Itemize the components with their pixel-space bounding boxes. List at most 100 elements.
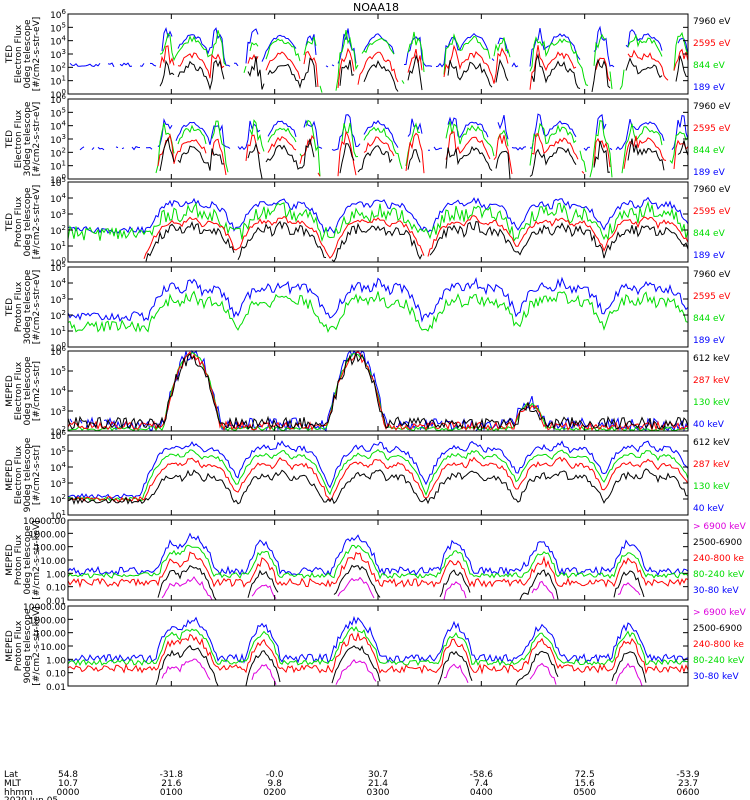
x-row-label: Lat [4, 770, 19, 780]
x-tick-label: 0300 [367, 788, 390, 798]
panel-2-legend-item: 844 eV [693, 146, 726, 156]
y-tick-label: 10.00 [40, 643, 66, 653]
panel-8-legend-item: 240-800 ke [693, 640, 744, 650]
panel-4-series-1 [67, 276, 689, 323]
y-tick-label: 104 [50, 277, 66, 290]
panel-3-ylabel-line: 0deg telescope [23, 187, 33, 257]
y-tick-label: 105 [50, 445, 66, 458]
panel-8-ylabel-line: 90deg telescope [23, 608, 33, 683]
panel-4-ylabel-line: 30deg telescope [23, 269, 33, 344]
panel-7-ylabel-line: Proton Flux [14, 534, 24, 585]
panel-1-legend-item: 844 eV [693, 61, 726, 71]
y-tick-label: 101 [50, 160, 66, 173]
panel-8: 0.01 0.10 1.00 10.00 100.00 1000.00 10000.00 ME… [5, 603, 747, 693]
y-tick-label: 105 [50, 106, 66, 119]
panel-8-legend-item: > 6900 keV [693, 608, 747, 618]
y-tick-label: 105 [50, 261, 66, 274]
y-tick-label: 101 [50, 325, 66, 338]
panel-7-series-2 [67, 544, 689, 580]
panel-1-ylabel-line: [#/cm2-s-str-eV] [32, 17, 42, 92]
x-tick-label: 10.7 [58, 779, 78, 789]
panel-2-series-1 [79, 113, 689, 152]
y-tick-label: 102 [50, 224, 66, 237]
panel-6-series-3 [67, 456, 689, 503]
panel-4-legend-item: 2595 eV [693, 292, 731, 302]
y-tick-label: 102 [50, 146, 66, 159]
panel-4-legend-item: 844 eV [693, 314, 726, 324]
panel-2-ylabel-line: TED [5, 130, 15, 149]
y-tick-label: 1000.00 [29, 616, 66, 626]
y-tick-label: 0.10 [46, 670, 66, 680]
panel-1-series-4 [159, 53, 689, 92]
panel-4-ylabel-line: [#/cm2-s-str-eV] [32, 270, 42, 345]
panel-2-legend-item: 7960 eV [693, 102, 731, 112]
y-tick-label: 100.00 [35, 630, 67, 640]
panel-7-legend-item: 80-240 keV [693, 570, 745, 580]
panel-5-legend-item: 612 keV [693, 354, 730, 364]
x-tick-label: -58.6 [470, 770, 494, 780]
panel-6: 101 102 103 104 105 106 MEPED Electron Flux 90de… [5, 429, 730, 522]
y-tick-label: 103 [50, 48, 66, 61]
panel-7-ylabel-line: MEPED [5, 544, 15, 576]
y-tick-label: 10000.00 [23, 603, 66, 613]
panel-1-series-2 [159, 30, 689, 93]
panel-1-ylabel-line: Electron Flux [14, 24, 24, 83]
panel-1-series-3 [159, 44, 689, 90]
panel-4: 100 101 102 103 104 105 TED Proton Flux 30deg te… [5, 261, 731, 354]
x-tick-label: 0100 [160, 788, 183, 798]
panel-4-series-2 [67, 290, 689, 334]
y-tick-label: 10000.00 [23, 517, 66, 527]
y-tick-label: 101 [50, 240, 66, 253]
y-tick-label: 103 [50, 477, 66, 490]
panel-8-ylabel-line: Proton Flux [14, 620, 24, 671]
panel-4-legend-item: 7960 eV [693, 270, 731, 280]
x-tick-label: 72.5 [575, 770, 595, 780]
panel-3-legend-item: 2595 eV [693, 207, 731, 217]
y-tick-label: 100 [50, 173, 66, 186]
panel-7-series-4 [157, 564, 645, 600]
y-tick-label: 105 [50, 176, 66, 189]
y-tick-label: 102 [50, 425, 66, 438]
panel-7-series-5 [161, 576, 641, 601]
x-tick-label: 7.4 [474, 779, 489, 789]
date-label: 2020 Jun 05 [4, 796, 58, 800]
panel-3-ylabel-line: TED [5, 213, 15, 232]
y-tick-label: 104 [50, 461, 66, 474]
panel-6-ylabel-line: MEPED [5, 459, 15, 491]
y-tick-label: 106 [50, 429, 66, 442]
panel-5: 102 103 104 105 106 MEPED Electron Flux 0deg te… [5, 345, 730, 438]
x-tick-label: -31.8 [160, 770, 184, 780]
panel-1-legend-item: 7960 eV [693, 17, 731, 27]
panel-2-legend-item: 2595 eV [693, 124, 731, 134]
y-tick-label: 106 [50, 93, 66, 106]
panel-8-legend-item: 30-80 keV [693, 672, 739, 682]
panel-7-legend-item: > 6900 keV [693, 522, 747, 532]
panel-5-legend-item: 287 keV [693, 376, 730, 386]
panel-4-ylabel-line: Proton Flux [14, 281, 24, 332]
y-tick-label: 1.00 [46, 570, 66, 580]
panel-7: 0.01 0.10 1.00 10.00 100.00 1000.00 10000.00 ME… [5, 517, 747, 607]
y-tick-label: 102 [50, 309, 66, 322]
x-tick-label: 0000 [57, 788, 80, 798]
x-tick-label: -53.9 [676, 770, 700, 780]
panel-6-ylabel-line: 90deg telescope [23, 437, 33, 512]
panel-2-legend-item: 189 eV [693, 168, 726, 178]
panel-8-series-3 [67, 631, 689, 675]
x-tick-label: 9.8 [268, 779, 283, 789]
x-tick-label: 0200 [263, 788, 286, 798]
panel-8-series-5 [161, 658, 643, 686]
y-tick-label: 105 [50, 365, 66, 378]
panel-1-ylabel-line: 0deg telescope [23, 19, 33, 89]
panel-6-ylabel-line: [#/cm2-s-str] [32, 445, 42, 505]
x-tick-label: 0600 [677, 788, 700, 798]
panel-2-series-2 [155, 119, 689, 178]
y-tick-label: 106 [50, 8, 66, 21]
y-tick-label: 1.00 [46, 656, 66, 666]
panel-7-ylabel-line: 0deg telescope [23, 525, 33, 595]
y-tick-label: 103 [50, 293, 66, 306]
y-tick-label: 100.00 [35, 544, 67, 554]
panel-7-legend-item: 240-800 ke [693, 554, 744, 564]
